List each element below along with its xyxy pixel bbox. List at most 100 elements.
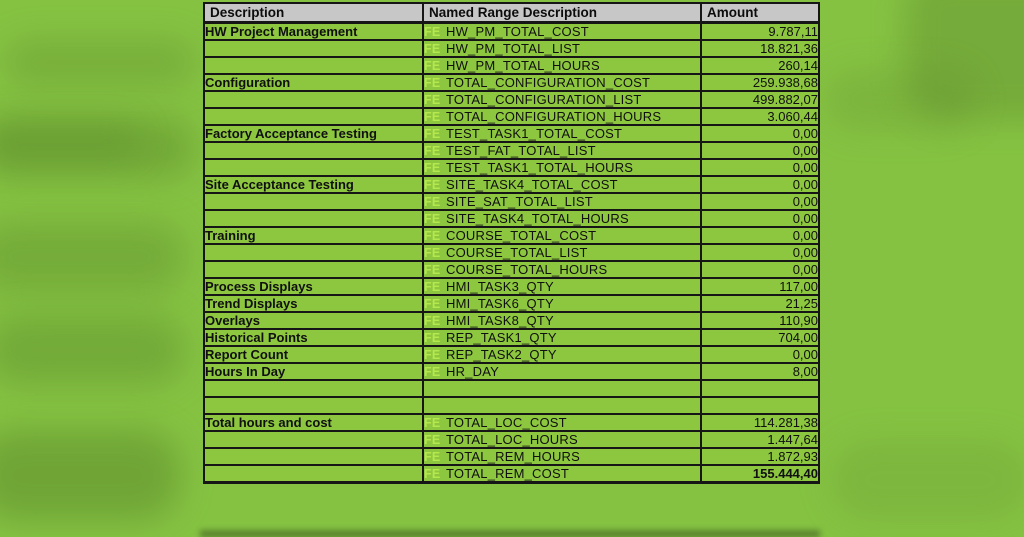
named-range-cell[interactable]: FE SITE_TASK4_TOTAL_HOURS (422, 209, 702, 228)
named-range-cell[interactable]: FE HW_PM_TOTAL_HOURS (422, 56, 702, 75)
description-cell[interactable] (203, 39, 424, 58)
named-range-label: TOTAL_REM_COST (446, 466, 569, 481)
description-cell[interactable]: Configuration (203, 73, 424, 92)
named-range-label: TOTAL_CONFIGURATION_HOURS (446, 109, 662, 124)
description-cell[interactable] (203, 243, 424, 262)
amount-cell[interactable]: 117,00 (700, 277, 820, 296)
amount-cell[interactable]: 0,00 (700, 345, 820, 364)
amount-cell[interactable]: 21,25 (700, 294, 820, 313)
named-range-cell[interactable]: FE TOTAL_CONFIGURATION_COST (422, 73, 702, 92)
named-range-cell[interactable]: FE HMI_TASK8_QTY (422, 311, 702, 330)
amount-cell[interactable]: 3.060,44 (700, 107, 820, 126)
amount-cell[interactable]: 259.938,68 (700, 73, 820, 92)
named-range-cell[interactable]: FE TEST_TASK1_TOTAL_COST (422, 124, 702, 143)
amount-cell[interactable]: 260,14 (700, 56, 820, 75)
description-cell[interactable] (203, 209, 424, 228)
description-cell[interactable] (203, 447, 424, 466)
description-cell[interactable]: Hours In Day (203, 362, 424, 381)
table-row: Historical Points FE REP_TASK1_QTY 704,00 (203, 328, 820, 347)
header-named-range-description[interactable]: Named Range Description (422, 2, 702, 24)
amount-cell[interactable]: 704,00 (700, 328, 820, 347)
named-range-cell[interactable]: FE TEST_TASK1_TOTAL_HOURS (422, 158, 702, 177)
named-range-cell[interactable]: FE TEST_FAT_TOTAL_LIST (422, 141, 702, 160)
named-range-cell[interactable]: FE SITE_SAT_TOTAL_LIST (422, 192, 702, 211)
named-range-cell[interactable]: FE TOTAL_CONFIGURATION_HOURS (422, 107, 702, 126)
named-range-cell[interactable]: FE TOTAL_LOC_HOURS (422, 430, 702, 449)
header-row: Description Named Range Description Amou… (203, 2, 820, 24)
description-cell[interactable]: Report Count (203, 345, 424, 364)
amount-cell[interactable]: 18.821,36 (700, 39, 820, 58)
fe-marker: FE (424, 161, 441, 175)
amount-cell[interactable]: 0,00 (700, 124, 820, 143)
description-cell[interactable]: Process Displays (203, 277, 424, 296)
named-range-cell[interactable]: FE COURSE_TOTAL_HOURS (422, 260, 702, 279)
table-row: Configuration FE TOTAL_CONFIGURATION_COST… (203, 73, 820, 92)
amount-cell[interactable]: 9.787,11 (700, 21, 820, 41)
named-range-cell[interactable]: FE HR_DAY (422, 362, 702, 381)
named-ranges-table: Description Named Range Description Amou… (203, 2, 820, 484)
amount-cell[interactable]: 0,00 (700, 158, 820, 177)
description-cell[interactable] (203, 56, 424, 75)
description-cell[interactable]: HW Project Management (203, 21, 424, 41)
description-cell[interactable]: Historical Points (203, 328, 424, 347)
fe-marker: FE (424, 348, 441, 362)
amount-cell[interactable] (700, 379, 820, 398)
amount-cell[interactable]: 1.872,93 (700, 447, 820, 466)
description-cell[interactable] (203, 430, 424, 449)
named-range-label: HR_DAY (446, 364, 499, 379)
description-cell[interactable] (203, 141, 424, 160)
amount-cell[interactable]: 0,00 (700, 260, 820, 279)
amount-cell[interactable]: 0,00 (700, 243, 820, 262)
amount-cell[interactable]: 0,00 (700, 175, 820, 194)
amount-cell[interactable] (700, 396, 820, 415)
amount-cell[interactable]: 0,00 (700, 141, 820, 160)
background-blur-blob (825, 70, 975, 130)
named-range-cell[interactable] (422, 396, 702, 415)
amount-cell[interactable]: 0,00 (700, 226, 820, 245)
named-range-cell[interactable]: FE TOTAL_REM_COST (422, 464, 702, 484)
description-cell[interactable] (203, 379, 424, 398)
named-range-cell[interactable]: FE REP_TASK2_QTY (422, 345, 702, 364)
description-cell[interactable] (203, 260, 424, 279)
fe-marker: FE (424, 467, 441, 481)
amount-cell[interactable]: 499.882,07 (700, 90, 820, 109)
table-row: FE COURSE_TOTAL_LIST 0,00 (203, 243, 820, 262)
description-cell[interactable]: Factory Acceptance Testing (203, 124, 424, 143)
named-range-cell[interactable] (422, 379, 702, 398)
named-range-cell[interactable]: FE HMI_TASK6_QTY (422, 294, 702, 313)
description-cell[interactable] (203, 107, 424, 126)
description-cell[interactable]: Total hours and cost (203, 413, 424, 432)
named-range-label: HMI_TASK8_QTY (446, 313, 554, 328)
description-cell[interactable] (203, 464, 424, 484)
fe-marker: FE (424, 110, 441, 124)
named-range-cell[interactable]: FE REP_TASK1_QTY (422, 328, 702, 347)
header-description[interactable]: Description (203, 2, 424, 24)
description-cell[interactable]: Trend Displays (203, 294, 424, 313)
amount-cell[interactable]: 0,00 (700, 209, 820, 228)
named-range-cell[interactable]: FE TOTAL_LOC_COST (422, 413, 702, 432)
named-range-cell[interactable]: FE COURSE_TOTAL_LIST (422, 243, 702, 262)
amount-cell[interactable]: 1.447,64 (700, 430, 820, 449)
amount-cell[interactable]: 114.281,38 (700, 413, 820, 432)
amount-cell[interactable]: 110,90 (700, 311, 820, 330)
description-cell[interactable]: Site Acceptance Testing (203, 175, 424, 194)
description-cell[interactable] (203, 158, 424, 177)
description-cell[interactable] (203, 396, 424, 415)
description-cell[interactable]: Overlays (203, 311, 424, 330)
named-range-label: TOTAL_LOC_HOURS (446, 432, 578, 447)
amount-cell[interactable]: 8,00 (700, 362, 820, 381)
named-range-cell[interactable]: FE HW_PM_TOTAL_LIST (422, 39, 702, 58)
fe-marker: FE (424, 433, 441, 447)
named-range-cell[interactable]: FE COURSE_TOTAL_COST (422, 226, 702, 245)
amount-cell[interactable]: 0,00 (700, 192, 820, 211)
header-amount[interactable]: Amount (700, 2, 820, 24)
description-cell[interactable] (203, 90, 424, 109)
named-range-cell[interactable]: FE SITE_TASK4_TOTAL_COST (422, 175, 702, 194)
description-cell[interactable]: Training (203, 226, 424, 245)
description-cell[interactable] (203, 192, 424, 211)
named-range-cell[interactable]: FE TOTAL_CONFIGURATION_LIST (422, 90, 702, 109)
amount-cell[interactable]: 155.444,40 (700, 464, 820, 484)
named-range-cell[interactable]: FE HMI_TASK3_QTY (422, 277, 702, 296)
named-range-cell[interactable]: FE TOTAL_REM_HOURS (422, 447, 702, 466)
named-range-cell[interactable]: FE HW_PM_TOTAL_COST (422, 21, 702, 41)
